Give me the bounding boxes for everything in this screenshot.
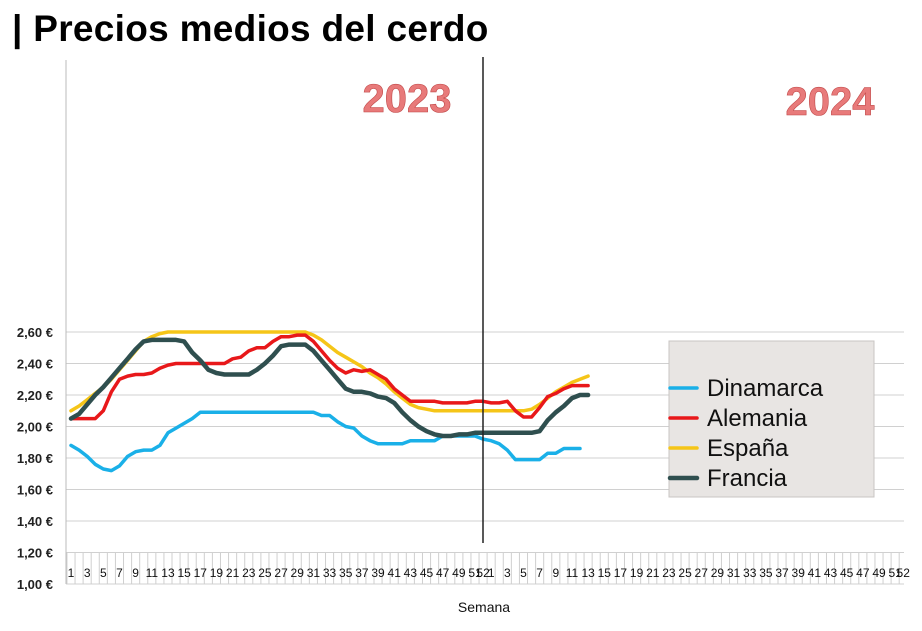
x-tick-label: 37 [775, 566, 789, 580]
legend-label-alemania: Alemania [707, 405, 808, 432]
x-tick-label: 19 [210, 566, 224, 580]
x-tick-label: 52 [897, 566, 911, 580]
y-tick-label: 1,00 € [17, 577, 53, 592]
x-tick-label: 35 [759, 566, 773, 580]
x-tick-label: 19 [630, 566, 644, 580]
x-tick-label: 15 [177, 566, 191, 580]
x-tick-label: 47 [856, 566, 870, 580]
x-tick-label: 39 [371, 566, 385, 580]
x-tick-label: 27 [274, 566, 288, 580]
x-tick-label: 27 [695, 566, 709, 580]
legend-label-dinamarca: Dinamarca [707, 375, 824, 402]
x-tick-label: 7 [116, 566, 123, 580]
y-tick-label: 1,20 € [17, 546, 53, 561]
y-tick-label: 2,40 € [17, 357, 53, 372]
series-line-alemania [69, 333, 590, 421]
x-tick-label: 1 [488, 566, 495, 580]
x-tick-label: 29 [711, 566, 725, 580]
year-label-2023: 2023 [363, 77, 452, 121]
series-lines [68, 330, 591, 473]
x-tick-label: 37 [355, 566, 369, 580]
x-tick-label: 13 [161, 566, 175, 580]
x-tick-label: 17 [614, 566, 628, 580]
x-tick-label: 9 [552, 566, 559, 580]
x-tick-label: 35 [339, 566, 353, 580]
x-tick-label: 33 [743, 566, 757, 580]
x-tick-label: 21 [226, 566, 240, 580]
series-line-espana [69, 330, 590, 413]
x-axis-title: Semana [458, 599, 510, 615]
x-tick-label: 47 [436, 566, 450, 580]
x-tick-label: 11 [566, 566, 579, 580]
x-tick-label: 51 [888, 566, 902, 580]
x-tick-label: 45 [840, 566, 854, 580]
legend: Dinamarca Alemania España Francia [667, 340, 875, 498]
x-tick-label: 51 [468, 566, 482, 580]
x-tick-label: 49 [872, 566, 886, 580]
x-tick-label: 41 [388, 566, 402, 580]
x-tick-label: 25 [678, 566, 692, 580]
y-tick-label: 1,60 € [17, 483, 53, 498]
y-tick-label: 2,20 € [17, 388, 53, 403]
x-tick-label: 11 [146, 566, 159, 580]
series-line-dinamarca [69, 410, 582, 473]
x-tick-label: 23 [662, 566, 676, 580]
grid-lines [65, 60, 904, 585]
legend-label-francia: Francia [707, 465, 788, 492]
chart-title: | Precios medios del cerdo [12, 8, 489, 49]
x-tick-label: 33 [323, 566, 337, 580]
x-tick-label: 15 [598, 566, 612, 580]
year-label-2024: 2024 [786, 80, 876, 124]
x-tick-label: 31 [727, 566, 741, 580]
x-tick-label: 52 [476, 566, 490, 580]
x-tick-label: 3 [84, 566, 91, 580]
x-tick-label: 43 [824, 566, 838, 580]
x-tick-label: 39 [792, 566, 806, 580]
y-tick-label: 2,00 € [17, 420, 53, 435]
x-tick-label: 45 [420, 566, 434, 580]
x-tick-label: 1 [68, 566, 75, 580]
y-axis-ticks: 1,00 € 1,20 € 1,40 € 1,60 € 1,80 € 2,00 € 2,20… [17, 325, 53, 592]
x-tick-label: 41 [808, 566, 822, 580]
x-tick-label: 13 [581, 566, 595, 580]
legend-label-espana: España [707, 435, 789, 462]
legend-box [668, 340, 875, 498]
x-tick-label: 23 [242, 566, 256, 580]
y-tick-label: 1,80 € [17, 451, 53, 466]
x-axis-ticks: 1 3 5 7 9 11 13 15 17 19 21 23 25 27 29 31 33 35 37 39 41 43 4… [68, 566, 911, 580]
x-tick-label: 17 [194, 566, 208, 580]
x-tick-label: 21 [646, 566, 660, 580]
x-tick-label: 7 [536, 566, 543, 580]
x-tick-label: 5 [100, 566, 107, 580]
x-tick-label: 49 [452, 566, 466, 580]
x-tick-label: 9 [132, 566, 139, 580]
x-tick-label: 3 [504, 566, 511, 580]
x-tick-label: 25 [258, 566, 272, 580]
series-line-francia [68, 337, 591, 439]
y-tick-label: 1,40 € [17, 514, 53, 529]
x-tick-label: 29 [291, 566, 305, 580]
y-tick-label: 2,60 € [17, 325, 53, 340]
x-tick-label: 31 [307, 566, 321, 580]
x-tick-label: 5 [520, 566, 527, 580]
x-tick-label: 43 [404, 566, 418, 580]
